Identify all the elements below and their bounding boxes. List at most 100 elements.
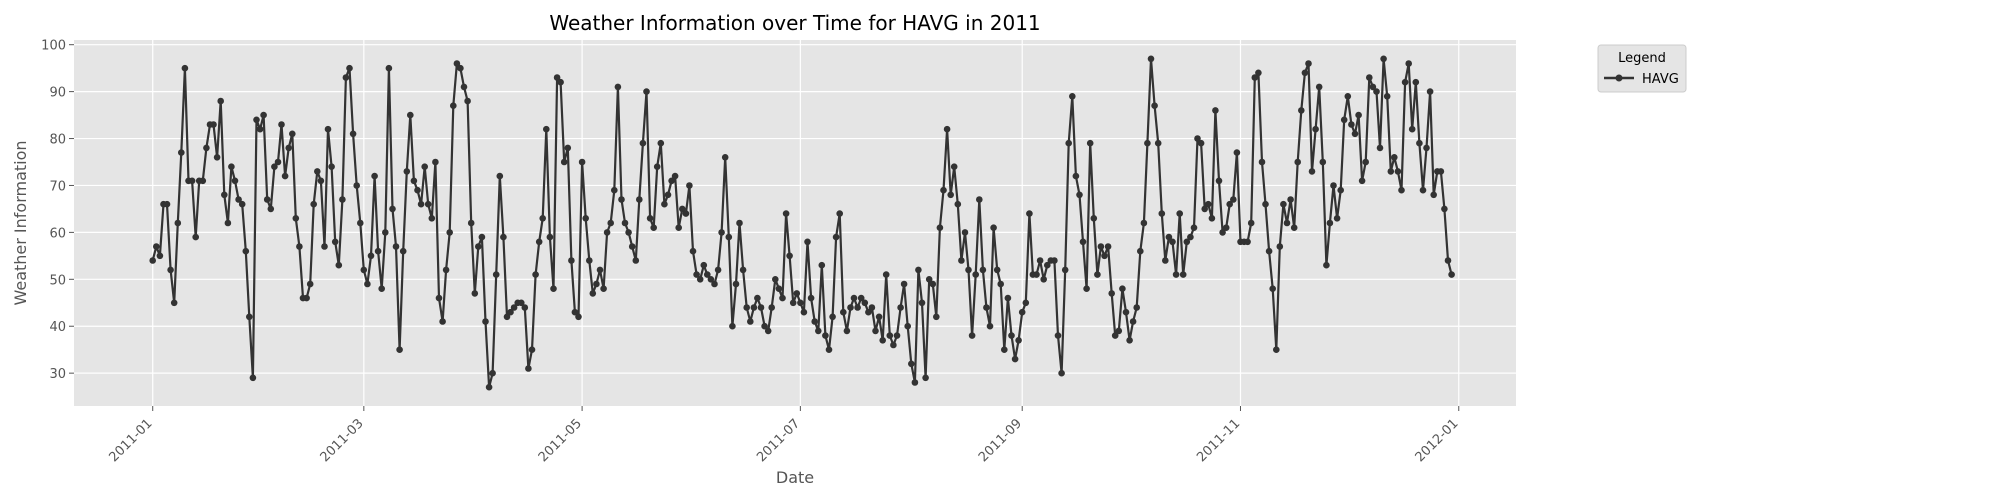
data-point — [611, 186, 618, 194]
x-tick-label: 2011-07 — [754, 416, 803, 465]
series-havg — [149, 55, 1455, 391]
data-point — [936, 224, 944, 231]
data-point — [682, 210, 690, 217]
data-point — [385, 64, 393, 72]
x-tick-label: 2011-03 — [318, 416, 367, 465]
data-point — [589, 290, 597, 297]
data-point — [782, 210, 790, 217]
data-point — [1104, 243, 1112, 250]
data-point — [289, 130, 296, 138]
data-point — [392, 243, 400, 250]
data-point — [1140, 219, 1148, 227]
data-point — [525, 365, 532, 372]
data-point — [1187, 233, 1194, 241]
data-point — [271, 163, 278, 170]
data-point — [997, 280, 1004, 288]
data-point — [1251, 74, 1259, 81]
data-point — [1044, 261, 1051, 269]
data-point — [668, 177, 675, 185]
data-point — [922, 374, 929, 382]
data-point — [739, 266, 747, 274]
data-point — [546, 233, 554, 241]
data-point — [482, 318, 489, 325]
data-point — [296, 243, 303, 250]
legend: Legend HAVG — [1597, 44, 1687, 93]
data-point — [1004, 294, 1012, 302]
data-point — [503, 313, 511, 321]
data-point — [253, 116, 260, 124]
data-point — [432, 158, 439, 166]
data-point — [321, 243, 328, 250]
data-point — [832, 233, 840, 241]
data-point — [367, 252, 375, 260]
data-point — [1208, 215, 1216, 222]
data-point — [1337, 186, 1344, 194]
data-point — [1219, 229, 1226, 236]
data-point — [1280, 200, 1287, 208]
data-point — [571, 308, 579, 316]
data-point — [442, 266, 450, 274]
x-tick-label: 2012-01 — [1413, 416, 1462, 465]
data-point — [628, 243, 636, 250]
data-point — [192, 233, 199, 241]
plot-area — [74, 40, 1516, 406]
legend-point-marker — [1615, 74, 1623, 82]
data-point — [339, 196, 346, 203]
data-point — [1405, 60, 1412, 67]
data-point — [1351, 130, 1359, 138]
data-point — [732, 280, 740, 288]
data-point — [779, 294, 786, 302]
data-point — [417, 200, 425, 208]
data-point — [950, 163, 958, 170]
data-point — [396, 346, 403, 354]
data-point — [704, 271, 711, 278]
y-tick-label: 30 — [49, 367, 66, 382]
data-point — [1265, 247, 1273, 255]
series-line-havg — [151, 57, 1453, 389]
data-point — [1283, 219, 1291, 227]
data-point — [446, 229, 454, 236]
data-point — [775, 285, 783, 293]
data-point — [238, 200, 246, 208]
data-point — [464, 97, 471, 105]
data-point — [1065, 139, 1072, 147]
data-point — [1373, 88, 1380, 95]
data-point — [1169, 238, 1176, 246]
data-point — [979, 266, 987, 274]
data-point — [378, 285, 386, 293]
data-point — [557, 78, 564, 86]
data-point — [847, 304, 854, 311]
data-point — [614, 83, 622, 91]
data-point — [671, 172, 679, 180]
data-point — [314, 168, 321, 175]
data-point — [696, 276, 704, 283]
data-point — [886, 332, 894, 339]
data-point — [306, 280, 314, 288]
data-point — [1298, 107, 1305, 114]
data-point — [507, 308, 514, 316]
data-point — [263, 196, 271, 203]
data-point — [518, 299, 525, 307]
data-point — [1226, 200, 1233, 208]
data-point — [693, 271, 700, 278]
y-tick-label: 90 — [49, 86, 66, 101]
data-point — [1126, 337, 1133, 344]
data-point — [256, 125, 264, 133]
data-point — [1401, 78, 1409, 86]
data-point — [1069, 93, 1076, 100]
data-point — [915, 266, 922, 274]
data-point — [1022, 299, 1030, 307]
data-point — [961, 229, 969, 236]
data-point — [478, 233, 486, 241]
x-tick-label: 2011-01 — [107, 416, 156, 465]
data-point — [729, 322, 736, 330]
data-point — [303, 294, 310, 302]
data-point — [528, 346, 536, 354]
data-point — [1362, 158, 1369, 166]
data-point — [260, 111, 267, 119]
data-point — [954, 200, 962, 208]
data-point — [1419, 186, 1427, 194]
data-point — [1340, 116, 1348, 124]
data-point — [213, 154, 221, 161]
